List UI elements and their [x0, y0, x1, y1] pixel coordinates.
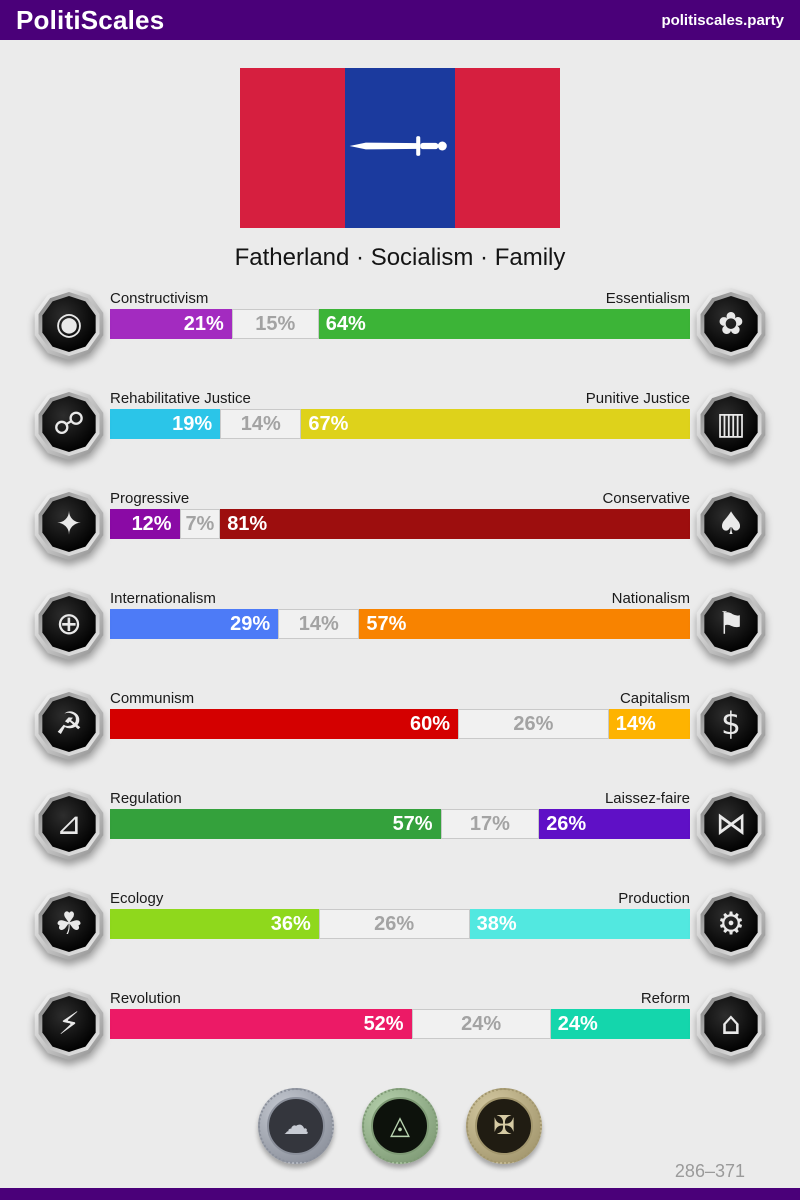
- brain-coin-icon: ☁: [258, 1088, 334, 1164]
- axis-right-segment: 64%: [318, 309, 690, 339]
- axis-bar-area: Revolution Reform 52% 24% 24%: [110, 988, 690, 1039]
- site-link[interactable]: politiscales.party: [661, 11, 784, 29]
- axis-right-label: Laissez-faire: [604, 790, 690, 807]
- axis-bar: 12% 7% 81%: [110, 509, 690, 539]
- axes-list: ◉ Constructivism Essentialism 21% 15% 64…: [0, 288, 800, 1060]
- axis-right-segment: 24%: [550, 1009, 690, 1039]
- axis-left-segment: 19%: [110, 409, 221, 439]
- axis-left-label: Rehabilitative Justice: [110, 390, 251, 407]
- axis-row: ☍ Rehabilitative Justice Punitive Justic…: [33, 388, 767, 460]
- axis-bar-area: Internationalism Nationalism 29% 14% 57%: [110, 588, 690, 639]
- bonus-badges: ☁ ◬ ✠: [0, 1088, 800, 1164]
- comet-icon: ✦: [33, 488, 105, 560]
- axis-neutral-segment: 17%: [440, 809, 540, 839]
- sword-icon: [345, 128, 455, 169]
- result-flag: [240, 68, 560, 228]
- footer-bar: [0, 1188, 800, 1200]
- header-bar: PolitiScales politiscales.party: [0, 0, 800, 40]
- result-flag-container: [0, 68, 800, 228]
- axis-row: ⚡ Revolution Reform 52% 24% 24% ⌂: [33, 988, 767, 1060]
- axis-right-segment: 38%: [469, 909, 690, 939]
- axis-neutral-segment: 26%: [318, 909, 470, 939]
- axis-row: ◉ Constructivism Essentialism 21% 15% 64…: [33, 288, 767, 360]
- axis-right-label: Conservative: [602, 490, 690, 507]
- result-range: 286–371: [674, 1161, 745, 1181]
- gears-icon: ⚙: [695, 888, 767, 960]
- axis-right-segment: 26%: [539, 809, 690, 839]
- sphere-frame-icon: ◉: [33, 288, 105, 360]
- axis-left-segment: 57%: [110, 809, 441, 839]
- axis-left-segment: 52%: [110, 1009, 412, 1039]
- axis-bar-area: Regulation Laissez-faire 57% 17% 26%: [110, 788, 690, 839]
- axis-bar: 57% 17% 26%: [110, 809, 690, 839]
- axis-left-label: Internationalism: [110, 590, 216, 607]
- result-caption: Fatherland · Socialism · Family: [234, 244, 566, 271]
- axis-left-label: Progressive: [110, 490, 190, 507]
- axis-left-segment: 36%: [110, 909, 319, 939]
- axis-left-segment: 60%: [110, 709, 458, 739]
- axis-row: ✦ Progressive Conservative 12% 7% 81% ♠: [33, 488, 767, 560]
- axis-left-label: Regulation: [110, 790, 182, 807]
- axis-left-segment: 29%: [110, 609, 279, 639]
- prison-bars-icon: ▥: [695, 388, 767, 460]
- axis-neutral-segment: 14%: [278, 609, 360, 639]
- axis-bar: 29% 14% 57%: [110, 609, 690, 639]
- axis-right-label: Essentialism: [605, 290, 690, 307]
- eye-triangle-coin-icon: ◬: [362, 1088, 438, 1164]
- axis-bar: 60% 26% 14%: [110, 709, 690, 739]
- flag-right-stripe: [455, 68, 560, 228]
- globe-laurel-icon: ⊕: [33, 588, 105, 660]
- axis-neutral-segment: 24%: [411, 1009, 551, 1039]
- axis-neutral-segment: 26%: [458, 709, 609, 739]
- plant-icon: ☘: [33, 888, 105, 960]
- axis-bar-area: Communism Capitalism 60% 26% 14%: [110, 688, 690, 739]
- axis-bar-area: Progressive Conservative 12% 7% 81%: [110, 488, 690, 539]
- dandelion-icon: ✿: [695, 288, 767, 360]
- hammer-sickle-icon: ☭: [33, 688, 105, 760]
- axis-bar-area: Constructivism Essentialism 21% 15% 64%: [110, 288, 690, 339]
- axis-right-segment: 67%: [301, 409, 690, 439]
- axis-bar: 19% 14% 67%: [110, 409, 690, 439]
- axis-right-segment: 14%: [608, 709, 690, 739]
- axis-row: ☭ Communism Capitalism 60% 26% 14% $: [33, 688, 767, 760]
- axis-left-label: Revolution: [110, 990, 181, 1007]
- axis-row: ⊿ Regulation Laissez-faire 57% 17% 26% ⋈: [33, 788, 767, 860]
- axis-neutral-segment: 14%: [220, 409, 302, 439]
- axis-right-label: Punitive Justice: [585, 390, 690, 407]
- axis-left-segment: 21%: [110, 309, 232, 339]
- axis-right-label: Nationalism: [611, 590, 690, 607]
- axis-right-label: Reform: [640, 990, 690, 1007]
- petrel-bird-icon: ⚡: [33, 988, 105, 1060]
- axis-right-segment: 81%: [220, 509, 690, 539]
- axis-bar-area: Rehabilitative Justice Punitive Justice …: [110, 388, 690, 439]
- axis-bar-area: Ecology Production 36% 26% 38%: [110, 888, 690, 939]
- axis-right-label: Production: [618, 890, 690, 907]
- axis-bar: 52% 24% 24%: [110, 1009, 690, 1039]
- app-title[interactable]: PolitiScales: [16, 4, 165, 35]
- axis-left-label: Communism: [110, 690, 195, 707]
- axis-bar: 21% 15% 64%: [110, 309, 690, 339]
- axis-left-label: Constructivism: [110, 290, 209, 307]
- flag-center-stripe: [345, 68, 455, 228]
- axis-row: ☘ Ecology Production 36% 26% 38% ⚙: [33, 888, 767, 960]
- axis-right-label: Capitalism: [619, 690, 690, 707]
- axis-row: ⊕ Internationalism Nationalism 29% 14% 5…: [33, 588, 767, 660]
- sailboat-landscape-icon: ⌂: [695, 988, 767, 1060]
- axis-neutral-segment: 7%: [179, 509, 221, 539]
- axis-neutral-segment: 15%: [231, 309, 319, 339]
- axis-right-segment: 57%: [359, 609, 690, 639]
- axis-bar: 36% 26% 38%: [110, 909, 690, 939]
- handshake-icon: ☍: [33, 388, 105, 460]
- cross-orbit-coin-icon: ✠: [466, 1088, 542, 1164]
- flag-left-stripe: [240, 68, 345, 228]
- money-bag-icon: $: [695, 688, 767, 760]
- suit-tie-icon: ♠: [695, 488, 767, 560]
- flag-icon: ⚑: [695, 588, 767, 660]
- ruler-square-icon: ⊿: [33, 788, 105, 860]
- axis-left-label: Ecology: [110, 890, 164, 907]
- butterfly-icon: ⋈: [695, 788, 767, 860]
- axis-left-segment: 12%: [110, 509, 180, 539]
